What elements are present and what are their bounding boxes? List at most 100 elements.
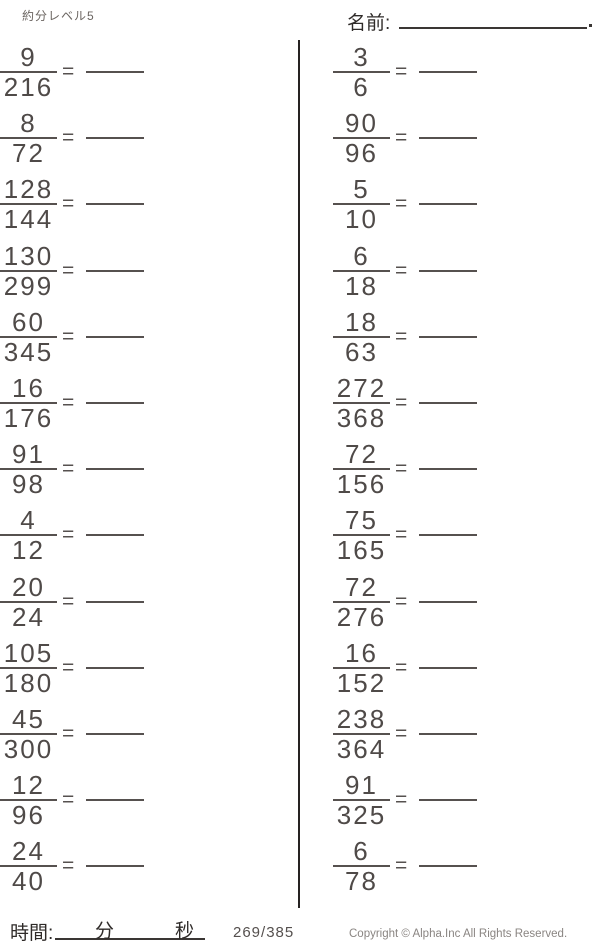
fraction-problem: 128 144 =	[0, 174, 145, 235]
fraction: 105 180	[0, 639, 57, 697]
fraction-bar	[333, 203, 390, 206]
equals-sign: =	[395, 457, 408, 481]
denominator: 152	[336, 667, 387, 698]
equals-sign: =	[395, 523, 408, 547]
fraction-bar	[0, 137, 57, 140]
fraction: 91 98	[0, 440, 57, 498]
fraction-problem: 75 165 =	[333, 506, 478, 564]
fraction: 272 368	[333, 374, 390, 432]
fraction-problem: 4 12 =	[0, 505, 145, 564]
problems-column-left: 9 216 = 8 72 = 128 144 = 130 299 =	[0, 0, 299, 948]
answer-blank-line	[419, 468, 478, 471]
denominator: 24	[12, 601, 45, 632]
equals-sign: =	[395, 391, 408, 414]
answer-blank-line	[86, 666, 145, 669]
equals-sign: =	[62, 854, 75, 878]
denominator: 96	[345, 138, 378, 169]
fraction-bar	[0, 600, 57, 603]
fraction-problem: 5 10 =	[333, 175, 478, 233]
answer-blank-line	[419, 600, 478, 603]
answer-blank-line	[419, 137, 478, 140]
column-divider-line	[298, 40, 300, 908]
equals-sign: =	[62, 192, 75, 216]
fraction-problem: 9 216 =	[0, 42, 145, 102]
fraction-bar	[0, 71, 57, 73]
equals-sign: =	[395, 60, 408, 83]
fraction-problem: 24 40 =	[0, 837, 145, 895]
fraction-problem: 72 276 =	[333, 573, 478, 631]
numerator: 3	[353, 42, 370, 72]
fraction: 24 40	[0, 837, 57, 895]
name-label: 名前:	[347, 13, 391, 34]
denominator: 144	[3, 204, 54, 235]
equals-sign: =	[395, 324, 408, 348]
numerator: 4	[20, 505, 37, 536]
numerator: 72	[345, 571, 378, 602]
fraction-problem: 6 78 =	[333, 836, 478, 897]
copyright-notice: Copyright © Alpha.Inc All Rights Reserve…	[349, 928, 568, 940]
fraction: 72 276	[333, 573, 390, 631]
fraction-problem: 72 156 =	[333, 440, 478, 498]
answer-blank-line	[86, 137, 145, 140]
fraction: 238 364	[333, 705, 390, 763]
equals-sign: =	[62, 60, 75, 83]
page-number: 269/385	[233, 924, 295, 941]
denominator: 165	[336, 535, 387, 566]
equals-sign: =	[395, 788, 408, 812]
problems-column-right: 3 6 = 90 96 = 5 10 = 6 18 =	[300, 0, 600, 948]
answer-blank-line	[419, 733, 478, 735]
denominator: 98	[12, 469, 45, 500]
answer-blank-line	[419, 71, 478, 73]
fraction-problem: 12 96 =	[0, 771, 145, 831]
fraction: 72 156	[333, 440, 390, 498]
fraction-bar	[0, 269, 57, 272]
fraction: 8 72	[0, 109, 57, 167]
fraction-bar	[333, 137, 390, 140]
equals-sign: =	[395, 854, 408, 878]
fraction: 75 165	[333, 506, 390, 564]
fraction-bar	[333, 799, 390, 802]
denominator: 18	[345, 270, 378, 301]
denominator: 156	[336, 469, 387, 500]
fraction-bar	[0, 335, 57, 338]
denominator: 300	[3, 734, 54, 764]
name-line-end-dot	[589, 24, 592, 27]
numerator: 9	[20, 42, 37, 72]
seconds-label: 秒	[175, 921, 195, 942]
denominator: 368	[336, 403, 387, 433]
numerator: 8	[20, 108, 37, 139]
answer-blank-line	[419, 402, 478, 404]
denominator: 216	[3, 72, 54, 102]
denominator: 63	[345, 336, 378, 367]
numerator: 6	[353, 836, 370, 867]
equals-sign: =	[62, 589, 75, 613]
fraction-bar	[333, 335, 390, 338]
numerator: 130	[3, 240, 54, 271]
numerator: 45	[12, 704, 45, 734]
fraction-problem: 91 325 =	[333, 771, 478, 831]
denominator: 299	[3, 270, 54, 301]
denominator: 364	[336, 734, 387, 764]
denominator: 6	[353, 72, 370, 102]
fraction: 16 152	[333, 639, 390, 697]
time-blank-line: 分 秒	[55, 916, 205, 942]
numerator: 272	[336, 373, 387, 403]
fraction: 16 176	[0, 374, 57, 432]
fraction: 20 24	[0, 573, 57, 631]
answer-blank-line	[419, 534, 478, 537]
fraction-bar	[0, 865, 57, 868]
equals-sign: =	[62, 523, 75, 547]
answer-blank-line	[419, 666, 478, 669]
fraction-problem: 18 63 =	[333, 308, 478, 367]
equals-sign: =	[395, 126, 408, 150]
denominator: 78	[345, 866, 378, 897]
equals-sign: =	[395, 589, 408, 613]
numerator: 128	[3, 174, 54, 205]
denominator: 96	[12, 800, 45, 831]
fraction-problem: 238 364 =	[333, 705, 478, 763]
numerator: 75	[345, 505, 378, 536]
numerator: 60	[12, 306, 45, 337]
denominator: 325	[336, 800, 387, 831]
equals-sign: =	[395, 655, 408, 679]
denominator: 40	[12, 866, 45, 897]
